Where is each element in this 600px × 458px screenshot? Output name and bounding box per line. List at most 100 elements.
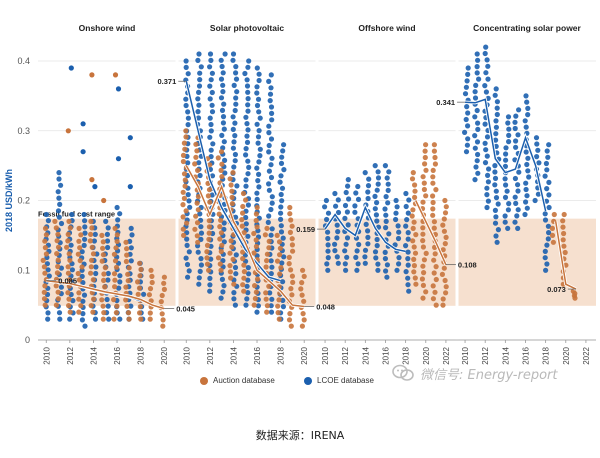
auction-point xyxy=(123,258,129,265)
lcoe-point xyxy=(354,267,360,273)
lcoe-point xyxy=(494,239,500,245)
lcoe-point xyxy=(198,262,204,268)
lcoe-point xyxy=(105,270,111,277)
lcoe-point xyxy=(268,104,275,110)
lcoe-point xyxy=(403,269,409,275)
auction-point xyxy=(440,302,446,308)
lcoe-point xyxy=(542,211,548,217)
auction-point xyxy=(277,271,283,277)
lcoe-point xyxy=(245,202,251,208)
auction-point xyxy=(101,310,107,316)
lcoe-point xyxy=(492,207,498,213)
auction-point xyxy=(561,230,567,237)
lcoe-point xyxy=(198,256,204,262)
auction-point xyxy=(287,204,293,211)
lcoe-point xyxy=(334,254,340,260)
lcoe-point xyxy=(185,274,191,280)
auction-point xyxy=(55,257,61,263)
lcoe-point xyxy=(464,78,470,84)
auction-point xyxy=(181,171,188,177)
auction-point xyxy=(229,201,235,207)
auction-point xyxy=(194,200,200,206)
lcoe-point xyxy=(465,65,471,71)
lcoe-point xyxy=(69,211,75,218)
x-tick-label: 2022 xyxy=(442,346,451,364)
lcoe-point xyxy=(218,295,224,301)
lcoe-point xyxy=(82,218,88,224)
auction-point xyxy=(101,197,107,204)
lcoe-point xyxy=(198,224,204,230)
auction-point xyxy=(239,223,245,229)
lcoe-point xyxy=(222,170,228,176)
x-tick-label: 2022 xyxy=(582,346,591,364)
x-tick-label: 2014 xyxy=(501,346,510,364)
lcoe-point xyxy=(82,236,88,242)
auction-point xyxy=(67,257,73,263)
lcoe-point xyxy=(254,84,260,90)
lcoe-point xyxy=(534,154,540,160)
auction-point xyxy=(180,214,186,220)
lcoe-point xyxy=(186,268,192,274)
auction-point xyxy=(184,220,190,226)
value-label: 0.108 xyxy=(458,261,477,270)
auction-point xyxy=(430,180,436,186)
auction-point xyxy=(431,257,437,263)
value-label: 0.045 xyxy=(176,305,195,314)
lcoe-point xyxy=(268,258,274,264)
lcoe-point xyxy=(542,173,548,179)
lcoe-point xyxy=(472,89,478,95)
auction-point xyxy=(124,252,130,258)
lcoe-point xyxy=(525,105,531,111)
lcoe-point xyxy=(117,211,123,217)
lcoe-point xyxy=(207,282,213,288)
lcoe-point xyxy=(365,183,372,189)
lcoe-point xyxy=(375,169,381,175)
lcoe-point xyxy=(56,176,62,182)
lcoe-point xyxy=(79,317,85,323)
auction-point xyxy=(112,72,119,78)
lcoe-point xyxy=(484,204,490,211)
lcoe-point xyxy=(218,95,225,101)
lcoe-point xyxy=(196,83,203,89)
lcoe-point xyxy=(281,142,287,148)
lcoe-point xyxy=(523,186,529,193)
auction-point xyxy=(75,270,81,277)
lcoe-point xyxy=(117,316,123,322)
auction-point xyxy=(135,279,141,285)
lcoe-point xyxy=(513,200,519,206)
lcoe-point xyxy=(484,57,490,63)
panel-title: Onshore wind xyxy=(79,23,136,33)
lcoe-point xyxy=(345,183,351,189)
lcoe-point xyxy=(332,190,338,197)
auction-point xyxy=(76,277,82,283)
lcoe-point xyxy=(493,118,499,124)
lcoe-point xyxy=(544,261,550,267)
lcoe-point xyxy=(185,109,191,115)
auction-point xyxy=(229,244,235,250)
lcoe-point xyxy=(343,241,349,247)
lcoe-point xyxy=(492,182,498,188)
lcoe-point xyxy=(196,281,202,287)
lcoe-point xyxy=(382,163,388,169)
lcoe-point xyxy=(233,252,239,258)
lcoe-point xyxy=(482,160,489,166)
auction-point xyxy=(229,188,235,194)
lcoe-point xyxy=(375,261,381,267)
lcoe-point xyxy=(473,164,479,170)
panel-onshore-wind: Onshore wind 2010 2012 2014 2016 2018 2020 0.08… xyxy=(40,23,195,365)
lcoe-point xyxy=(197,77,203,83)
auction-point xyxy=(287,211,293,217)
auction-point xyxy=(420,263,426,269)
auction-point xyxy=(286,261,292,267)
y-tick-label: 0.4 xyxy=(17,56,30,66)
auction-point xyxy=(111,271,118,277)
lcoe-point xyxy=(384,262,390,268)
lcoe-point xyxy=(524,99,530,105)
lcoe-point xyxy=(243,177,249,183)
lcoe-point xyxy=(55,189,61,195)
lcoe-point xyxy=(352,209,358,215)
auction-point xyxy=(289,273,295,279)
auction-point xyxy=(218,217,224,223)
lcoe-point xyxy=(396,255,402,261)
lcoe-point xyxy=(494,105,500,111)
